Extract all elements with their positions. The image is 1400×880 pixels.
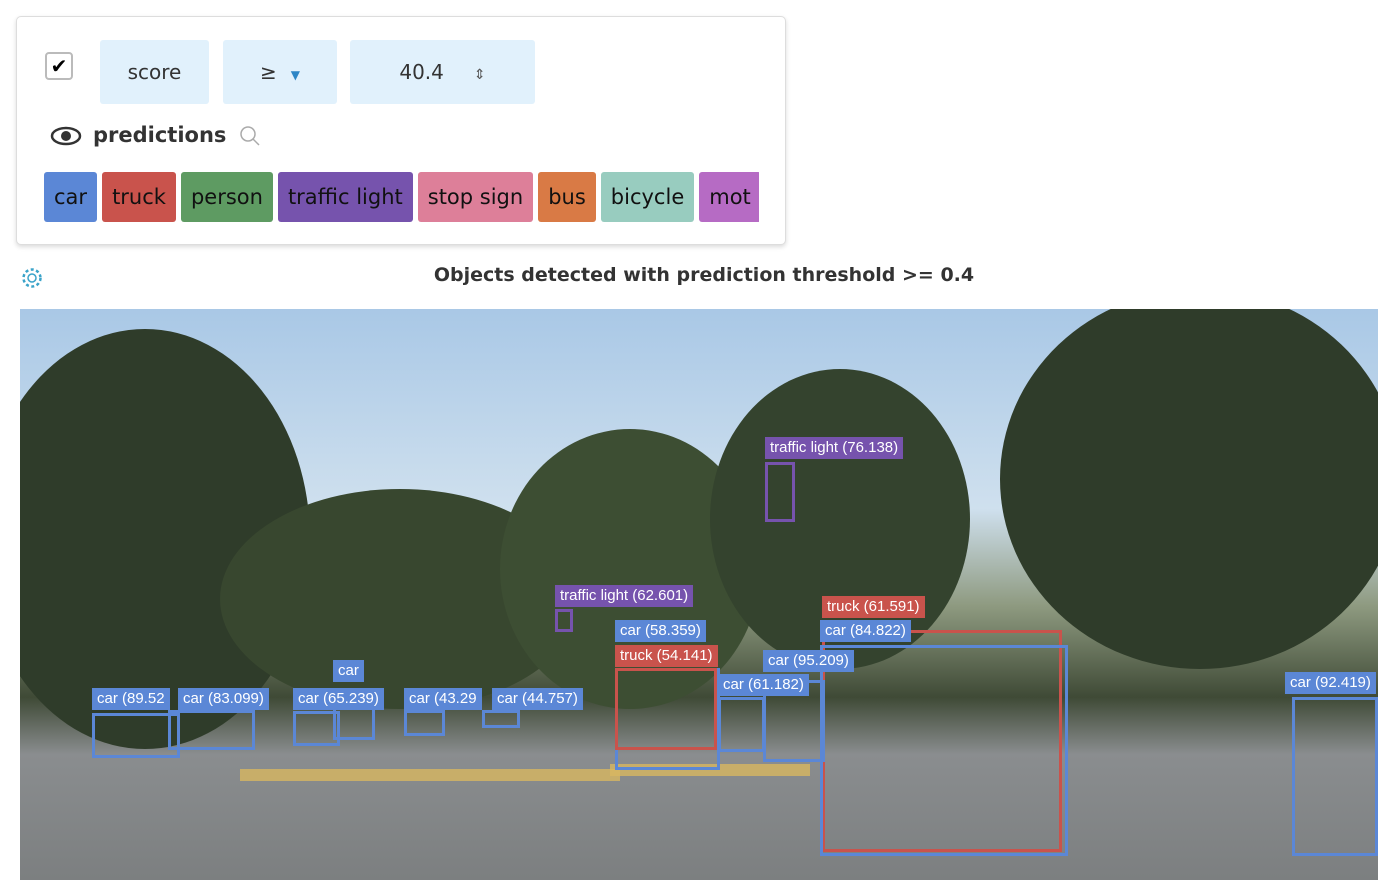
- filter-value-input[interactable]: 40.4 ⇕: [350, 40, 535, 104]
- filter-operator-select[interactable]: ≥ ▼: [223, 40, 337, 104]
- bounding-box[interactable]: [482, 710, 520, 728]
- bounding-box[interactable]: [404, 710, 445, 736]
- class-tag[interactable]: bicycle: [600, 172, 695, 222]
- bounding-box[interactable]: [92, 713, 180, 758]
- operator-value: ≥: [260, 60, 277, 84]
- bounding-box[interactable]: [765, 462, 795, 522]
- box-label: car: [333, 660, 364, 682]
- bounding-box[interactable]: [1292, 697, 1378, 856]
- class-tag[interactable]: mot: [699, 172, 759, 222]
- box-label: car (92.419): [1285, 672, 1376, 694]
- spinner-icon[interactable]: ⇕: [473, 67, 486, 83]
- filter-checkbox[interactable]: ✔: [45, 52, 73, 80]
- box-label: car (95.209): [763, 650, 854, 672]
- box-label: car (43.29: [404, 688, 482, 710]
- image-title: Objects detected with prediction thresho…: [433, 264, 975, 286]
- layer-name: predictions: [93, 123, 227, 147]
- class-tag[interactable]: traffic light: [277, 172, 413, 222]
- search-icon[interactable]: [239, 125, 261, 147]
- box-label: car (44.757): [492, 688, 583, 710]
- bounding-box[interactable]: [555, 609, 573, 632]
- box-label: traffic light (62.601): [555, 585, 694, 607]
- class-tag[interactable]: truck: [102, 172, 176, 222]
- bounding-box[interactable]: [293, 711, 340, 746]
- filter-panel: ✔ score ≥ ▼ 40.4 ⇕ predictions car truck per…: [16, 16, 786, 245]
- gear-icon[interactable]: [20, 266, 44, 290]
- eye-icon[interactable]: [50, 125, 82, 147]
- filter-value: 40.4: [399, 60, 444, 84]
- box-label: car (58.359): [615, 620, 706, 642]
- bounding-box[interactable]: [615, 668, 717, 750]
- box-label: car (84.822): [820, 620, 911, 642]
- box-label: truck (61.591): [822, 596, 925, 618]
- class-tag[interactable]: bus: [538, 172, 596, 222]
- box-label: car (89.52: [92, 688, 170, 710]
- box-label: truck (54.141): [615, 645, 718, 667]
- class-tag-list: car truck person traffic light stop sign bus b…: [44, 172, 759, 224]
- detection-image: truck (61.591) car (84.822) traffic light …: [20, 309, 1378, 880]
- class-tag[interactable]: person: [180, 172, 273, 222]
- box-label: car (83.099): [178, 688, 269, 710]
- bounding-box[interactable]: [820, 645, 1068, 856]
- bounding-box[interactable]: [718, 697, 765, 752]
- box-label: car (61.182): [718, 674, 809, 696]
- class-tag[interactable]: car: [44, 172, 98, 222]
- box-label: car (65.239): [293, 688, 384, 710]
- bounding-box[interactable]: [168, 710, 255, 750]
- caret-down-icon: ▼: [290, 68, 300, 82]
- class-tag[interactable]: stop sign: [417, 172, 534, 222]
- filter-field-select[interactable]: score: [100, 40, 209, 104]
- box-label: traffic light (76.138): [765, 437, 904, 459]
